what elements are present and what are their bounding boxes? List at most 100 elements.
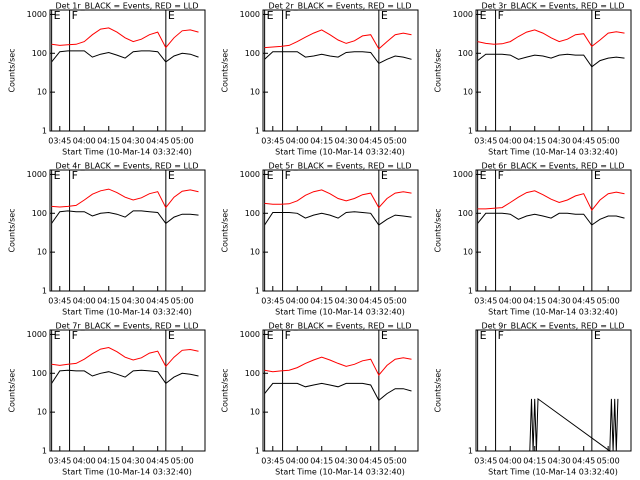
x-tick-label: 04:00 bbox=[499, 457, 522, 466]
x-tick-label: 05:00 bbox=[171, 457, 194, 466]
marker-label: E bbox=[54, 169, 61, 182]
x-tick-label: 05:00 bbox=[171, 137, 194, 146]
series-line bbox=[264, 51, 412, 65]
x-tick-label: 05:00 bbox=[384, 297, 407, 306]
y-tick-label: 100 bbox=[245, 209, 260, 218]
chart-title: Det 5r_BLACK = Events, RED = LLD bbox=[268, 162, 411, 171]
marker-label: E bbox=[168, 9, 175, 22]
series-line bbox=[264, 211, 412, 226]
marker-label: E bbox=[594, 169, 601, 182]
y-axis-label: Counts/sec bbox=[221, 208, 230, 252]
series-line bbox=[529, 397, 619, 452]
marker-label: F bbox=[285, 329, 291, 342]
x-tick-label: 04:15 bbox=[523, 137, 546, 146]
marker-label: E bbox=[267, 169, 274, 182]
x-tick-label: 04:45 bbox=[572, 137, 595, 146]
marker-label: F bbox=[72, 329, 78, 342]
x-tick-label: 04:45 bbox=[146, 457, 169, 466]
x-tick-label: 04:30 bbox=[122, 137, 145, 146]
y-tick-label: 10 bbox=[250, 408, 260, 417]
marker-label: F bbox=[72, 169, 78, 182]
series-line bbox=[477, 190, 625, 212]
panel: Det 8r_BLACK = Events, RED = LLD Counts/s… bbox=[221, 322, 419, 477]
x-tick-label: 04:15 bbox=[97, 137, 120, 146]
y-tick-label: 1 bbox=[42, 127, 47, 136]
y-tick-label: 1000 bbox=[27, 330, 47, 339]
x-axis-label: Start Time (10-Mar-14 03:32:40) bbox=[275, 148, 405, 157]
marker-label: E bbox=[381, 9, 388, 22]
y-tick-label: 100 bbox=[458, 209, 473, 218]
x-tick-label: 03:45 bbox=[474, 297, 497, 306]
plot-frame bbox=[49, 329, 206, 452]
plot-frame bbox=[49, 9, 206, 132]
x-tick-label: 04:45 bbox=[359, 137, 382, 146]
chart-title: Det 4r_BLACK = Events, RED = LLD bbox=[55, 162, 198, 171]
x-tick-label: 04:30 bbox=[335, 297, 358, 306]
y-axis-label: Counts/sec bbox=[434, 368, 443, 412]
x-tick-label: 03:45 bbox=[261, 137, 284, 146]
x-tick-label: 04:00 bbox=[499, 137, 522, 146]
x-tick-label: 04:45 bbox=[359, 297, 382, 306]
marker-label: E bbox=[480, 9, 487, 22]
series-line bbox=[477, 29, 625, 48]
x-tick-label: 03:45 bbox=[48, 297, 71, 306]
x-tick-label: 05:00 bbox=[597, 297, 620, 306]
x-tick-label: 03:45 bbox=[48, 457, 71, 466]
series-line bbox=[264, 382, 412, 402]
x-tick-label: 04:30 bbox=[548, 457, 571, 466]
y-tick-label: 1 bbox=[255, 447, 260, 456]
y-tick-label: 100 bbox=[458, 49, 473, 58]
panel: Det 3r_BLACK = Events, RED = LLD Counts/s… bbox=[434, 2, 632, 157]
marker-label: E bbox=[381, 169, 388, 182]
y-tick-label: 1 bbox=[468, 127, 473, 136]
panel: Det 2r_BLACK = Events, RED = LLD Counts/s… bbox=[221, 2, 419, 157]
marker-label: E bbox=[267, 9, 274, 22]
marker-label: F bbox=[285, 169, 291, 182]
x-tick-label: 04:15 bbox=[310, 137, 333, 146]
x-tick-label: 04:00 bbox=[73, 297, 96, 306]
marker-label: E bbox=[54, 329, 61, 342]
x-tick-label: 04:30 bbox=[548, 137, 571, 146]
y-tick-label: 100 bbox=[32, 369, 47, 378]
x-tick-label: 04:00 bbox=[73, 137, 96, 146]
panel: Det 6r_BLACK = Events, RED = LLD Counts/s… bbox=[434, 162, 632, 317]
x-axis-label: Start Time (10-Mar-14 03:32:40) bbox=[62, 308, 192, 317]
y-axis-label: Counts/sec bbox=[434, 48, 443, 92]
y-axis-label: Counts/sec bbox=[8, 48, 17, 92]
x-axis-label: Start Time (10-Mar-14 03:32:40) bbox=[488, 148, 618, 157]
x-tick-label: 05:00 bbox=[384, 457, 407, 466]
marker-label: E bbox=[480, 329, 487, 342]
y-tick-label: 100 bbox=[245, 49, 260, 58]
x-tick-label: 04:15 bbox=[310, 457, 333, 466]
x-tick-label: 04:15 bbox=[97, 457, 120, 466]
marker-label: F bbox=[285, 9, 291, 22]
x-tick-label: 04:30 bbox=[335, 137, 358, 146]
y-tick-label: 10 bbox=[463, 248, 473, 257]
x-axis-label: Start Time (10-Mar-14 03:32:40) bbox=[62, 148, 192, 157]
plot-frame bbox=[475, 169, 632, 292]
x-tick-label: 03:45 bbox=[474, 137, 497, 146]
y-tick-label: 10 bbox=[37, 408, 47, 417]
marker-label: E bbox=[594, 329, 601, 342]
x-tick-label: 04:45 bbox=[359, 457, 382, 466]
marker-label: E bbox=[54, 9, 61, 22]
panel: Det 5r_BLACK = Events, RED = LLD Counts/s… bbox=[221, 162, 419, 317]
chart-title: Det 6r_BLACK = Events, RED = LLD bbox=[481, 162, 624, 171]
x-axis-label: Start Time (10-Mar-14 03:32:40) bbox=[488, 308, 618, 317]
x-tick-label: 05:00 bbox=[171, 297, 194, 306]
plot-frame bbox=[262, 329, 419, 452]
x-tick-label: 04:30 bbox=[122, 297, 145, 306]
y-tick-label: 1000 bbox=[453, 10, 473, 19]
marker-label: E bbox=[168, 169, 175, 182]
x-tick-label: 03:45 bbox=[261, 457, 284, 466]
marker-label: F bbox=[498, 169, 504, 182]
y-tick-label: 100 bbox=[245, 369, 260, 378]
x-tick-label: 04:00 bbox=[286, 457, 309, 466]
y-axis-label: Counts/sec bbox=[434, 208, 443, 252]
marker-label: F bbox=[498, 9, 504, 22]
series-line bbox=[51, 188, 199, 209]
y-tick-label: 1000 bbox=[240, 10, 260, 19]
chart-title: Det 1r_BLACK = Events, RED = LLD bbox=[55, 2, 198, 11]
y-tick-label: 1 bbox=[468, 447, 473, 456]
